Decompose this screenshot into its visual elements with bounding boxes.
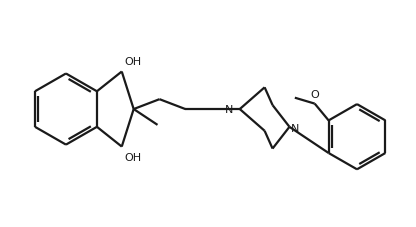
Text: N: N (290, 123, 299, 133)
Text: N: N (225, 105, 233, 115)
Text: O: O (310, 89, 319, 99)
Text: OH: OH (125, 152, 142, 162)
Text: OH: OH (125, 56, 142, 66)
